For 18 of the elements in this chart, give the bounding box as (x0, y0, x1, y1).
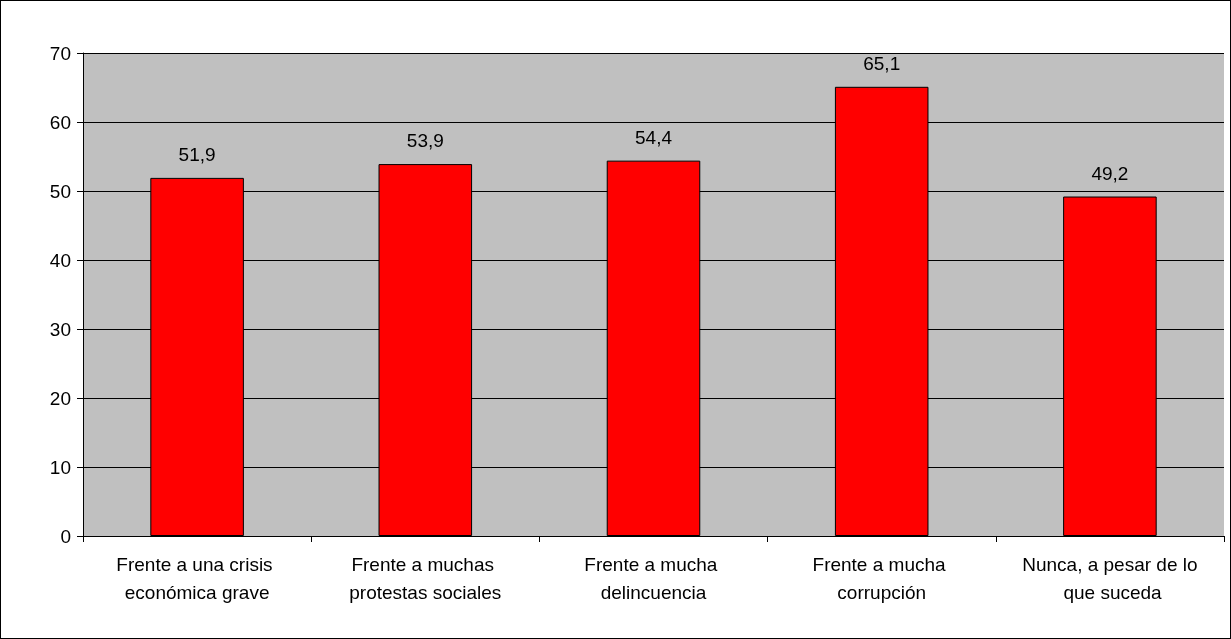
data-label: 51,9 (178, 143, 216, 165)
data-label: 54,4 (635, 126, 673, 148)
y-tick-label: 50 (49, 180, 71, 202)
x-tick-label: Frente a mucha delincuencia (584, 553, 723, 603)
y-tick-label: 10 (49, 456, 71, 478)
x-tick-label: Frente a una crisis económica grave (116, 553, 278, 603)
y-tick-label: 20 (49, 387, 71, 409)
y-tick-label: 70 (49, 42, 71, 64)
y-tick-label: 40 (49, 249, 71, 271)
data-label: 49,2 (1091, 162, 1129, 184)
data-label: 53,9 (406, 130, 444, 152)
data-label: 65,1 (863, 52, 901, 74)
y-tick-label: 60 (49, 111, 71, 133)
y-tick-label: 30 (49, 318, 71, 340)
x-tick-label: Nunca, a pesar de lo que suceda (1022, 553, 1198, 603)
x-tick-label: Frente a muchas protestas sociales (349, 553, 502, 603)
x-tick-label: Frente a mucha corrupción (812, 553, 951, 603)
y-tick-label: 0 (60, 525, 71, 547)
